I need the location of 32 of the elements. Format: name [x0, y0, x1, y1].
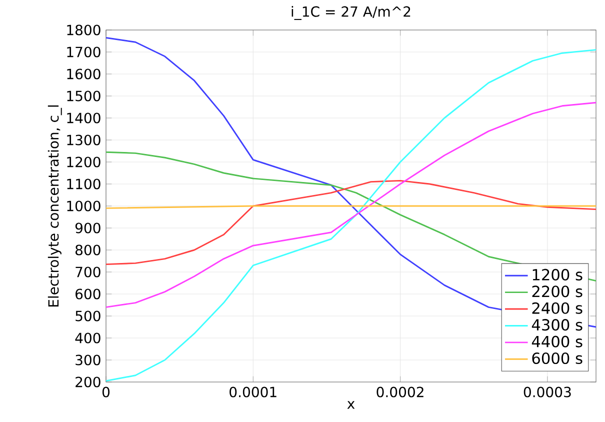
y-tick-label: 1600 — [67, 68, 100, 80]
y-tick-label: 1300 — [67, 134, 100, 146]
legend-label: 2200 s — [532, 286, 582, 298]
legend-label: 4300 s — [532, 319, 582, 331]
legend-label: 4400 s — [532, 336, 582, 348]
chart-title: i_1C = 27 A/m^2 — [292, 6, 410, 20]
y-tick-label: 600 — [76, 288, 100, 300]
line-series — [106, 49, 596, 382]
x-tick-label: 0 — [102, 386, 110, 398]
y-tick-label: 800 — [76, 244, 100, 256]
x-tick-label: 0.0002 — [376, 386, 424, 398]
y-tick-label: 1200 — [67, 156, 100, 168]
y-tick-label: 400 — [75, 332, 100, 344]
y-tick-label: 700 — [76, 266, 100, 278]
legend-label: 2400 s — [532, 302, 582, 314]
y-axis-title: Electrolyte concentration, c_l — [48, 105, 62, 306]
legend-label: 1200 s — [532, 268, 582, 280]
y-tick-label: 1100 — [67, 178, 100, 190]
x-tick-label: 0.0003 — [524, 386, 571, 398]
y-tick-label: 1400 — [67, 112, 100, 124]
x-tick-label: 0.0001 — [230, 386, 276, 398]
x-axis-title: x — [347, 401, 355, 409]
y-tick-label: 1500 — [67, 90, 100, 102]
y-tick-label: 1700 — [67, 46, 100, 58]
line-series — [106, 180, 596, 266]
legend-label: 6000 s — [532, 352, 582, 364]
y-tick-label: 900 — [75, 222, 100, 234]
y-tick-label: 300 — [76, 354, 100, 366]
y-tick-label: 1000 — [67, 200, 100, 212]
y-tick-label: 1800 — [67, 24, 100, 36]
y-tick-label: 200 — [76, 376, 100, 388]
y-tick-label: 500 — [76, 310, 100, 322]
